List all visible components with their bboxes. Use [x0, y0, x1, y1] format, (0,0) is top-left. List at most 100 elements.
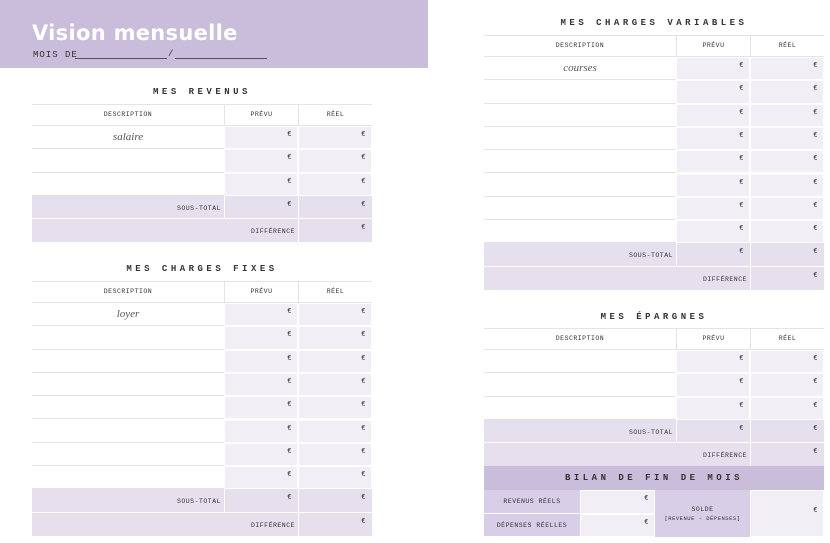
amount-cell	[750, 150, 824, 174]
currency: €	[287, 154, 292, 163]
table-header	[484, 328, 824, 350]
row-description	[32, 326, 224, 350]
column-header: PRÉVU	[676, 328, 750, 350]
difference-row	[484, 443, 824, 467]
currency: €	[813, 131, 818, 140]
row-description	[32, 373, 224, 397]
month-label: MOIS DE	[33, 50, 78, 60]
currency: €	[361, 424, 366, 433]
amount-cell	[676, 396, 750, 420]
amount-cell	[676, 196, 750, 221]
section-title: MES REVENUS	[153, 87, 251, 97]
table-header	[32, 104, 372, 126]
currency: €	[813, 108, 818, 117]
difference-row	[32, 512, 372, 536]
currency: €	[739, 85, 744, 94]
amount-cell	[224, 372, 298, 397]
currency: €	[287, 471, 292, 480]
amount-cell	[750, 443, 824, 467]
currency: €	[361, 447, 366, 456]
amount-cell	[676, 80, 750, 104]
amount-cell	[298, 419, 372, 443]
currency: €	[287, 377, 292, 386]
balance-value-cell	[750, 490, 824, 537]
amount-cell	[750, 419, 824, 444]
summary-title: BILAN DE FIN DE MOIS	[564, 473, 744, 483]
subtotal-label: SOUS-TOTAL	[176, 498, 221, 506]
currency: €	[287, 131, 292, 139]
currency: €	[813, 62, 818, 70]
summary-header	[484, 466, 824, 490]
currency: €	[813, 178, 818, 187]
row-description	[484, 197, 676, 221]
amount-cell	[750, 80, 824, 104]
currency: €	[287, 447, 292, 456]
currency: €	[287, 308, 292, 316]
amount-cell	[750, 57, 824, 81]
row-label: courses	[563, 62, 597, 74]
amount-cell	[298, 489, 372, 513]
amount-cell	[224, 349, 298, 373]
subtotal-row	[484, 419, 824, 444]
currency: €	[361, 377, 366, 386]
amount-cell	[224, 489, 298, 513]
amount-cell	[224, 126, 298, 150]
currency: €	[739, 355, 744, 363]
currency: €	[739, 131, 744, 140]
amount-cell	[750, 173, 824, 197]
row-description	[484, 373, 676, 397]
amount-cell	[676, 103, 750, 127]
amount-cell	[298, 149, 372, 173]
balance-cell	[655, 490, 750, 537]
currency: €	[739, 155, 744, 164]
currency: €	[813, 201, 818, 210]
amount-cell	[224, 172, 298, 196]
row-label: salaire	[112, 131, 144, 143]
row-description	[484, 127, 676, 151]
header-band	[0, 0, 428, 68]
currency: €	[361, 517, 366, 526]
currency: €	[361, 177, 366, 186]
amount-cell	[676, 220, 750, 244]
amount-cell	[224, 466, 298, 490]
amount-cell	[676, 350, 750, 374]
difference-label: DIFFÉRENCE	[250, 521, 295, 529]
amount-cell	[676, 419, 750, 444]
difference-label: DIFFÉRENCE	[250, 228, 295, 236]
subtotal-row	[32, 489, 372, 513]
year-line	[175, 58, 267, 59]
currency: €	[813, 448, 818, 457]
row-description	[484, 57, 676, 81]
column-header: RÉEL	[750, 35, 824, 57]
currency: €	[739, 201, 744, 210]
currency: €	[361, 154, 366, 163]
row-description	[484, 150, 676, 174]
summary-label: DÉPENSES RÉELLES	[496, 521, 568, 529]
row-description	[484, 174, 676, 197]
difference-label: DIFFÉRENCE	[702, 275, 747, 283]
amount-cell	[676, 243, 750, 267]
amount-cell	[298, 442, 372, 467]
month-line	[75, 58, 167, 59]
amount-cell	[676, 373, 750, 397]
column-header: DESCRIPTION	[103, 288, 153, 295]
amount-cell	[750, 373, 824, 397]
amount-cell	[676, 150, 750, 174]
column-header: RÉEL	[750, 328, 824, 350]
row-description	[32, 466, 224, 490]
currency: €	[813, 507, 818, 515]
table-header	[484, 35, 824, 57]
row-description	[32, 303, 224, 327]
row-description	[32, 396, 224, 420]
amount-cell	[750, 126, 824, 151]
amount-cell	[298, 512, 372, 536]
difference-label: DIFFÉRENCE	[702, 452, 747, 460]
amount-cell	[224, 149, 298, 173]
currency: €	[739, 178, 744, 187]
currency: €	[813, 401, 818, 410]
amount-cell	[224, 419, 298, 443]
amount-cell	[298, 466, 372, 490]
difference-row	[484, 266, 824, 290]
summary-label: REVENUS RÉELS	[503, 498, 561, 505]
currency: €	[813, 355, 818, 363]
